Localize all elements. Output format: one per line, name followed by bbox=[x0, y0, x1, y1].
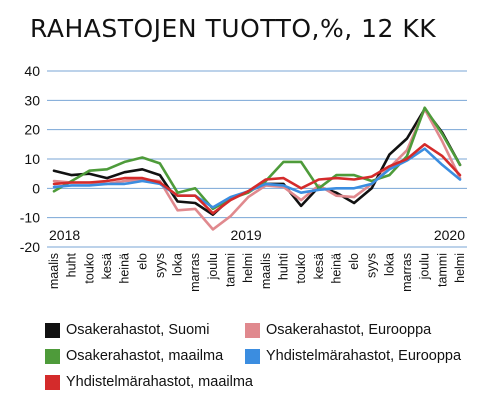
y-axis-tick-labels: 40 30 20 10 0 -10 -20 bbox=[20, 63, 40, 255]
x-tick-label: loka bbox=[382, 253, 396, 276]
x-tick-label: joulu bbox=[206, 253, 220, 280]
x-tick-label: kesä bbox=[100, 253, 114, 279]
x-tick-label: elo bbox=[347, 253, 361, 270]
x-axis-tick-labels: maalis huht touko kesä heinä elo syys loka marra… bbox=[47, 252, 467, 291]
chart-title: RAHASTOJEN TUOTTO,%, 12 KK bbox=[30, 14, 437, 43]
series-lines bbox=[52, 106, 462, 231]
series-line bbox=[52, 143, 462, 215]
x-tick-label: loka bbox=[171, 253, 185, 276]
x-tick-label: kesä bbox=[312, 253, 326, 279]
x-tick-label: maalis bbox=[47, 253, 61, 289]
x-tick-label: marras bbox=[188, 253, 202, 292]
x-tick-label: heinä bbox=[118, 253, 132, 284]
x-tick-label: heinä bbox=[329, 253, 343, 284]
y-tick-label: -10 bbox=[20, 210, 40, 226]
x-tick-label: tammi bbox=[224, 253, 238, 287]
x-tick-label: huht bbox=[65, 252, 79, 277]
x-tick-label: elo bbox=[135, 253, 149, 270]
x-tick-label: syys bbox=[153, 253, 167, 278]
x-tick-label: syys bbox=[365, 253, 379, 278]
y-tick-label: 20 bbox=[24, 122, 40, 138]
y-tick-label: 0 bbox=[32, 180, 40, 196]
series-line bbox=[52, 147, 462, 209]
year-label: 2019 bbox=[231, 227, 262, 243]
x-tick-label: maalis bbox=[259, 253, 273, 289]
x-tick-label: touko bbox=[294, 253, 308, 284]
x-tick-label: helmi bbox=[241, 253, 255, 283]
series-line bbox=[52, 107, 462, 231]
x-tick-label: tammi bbox=[435, 253, 449, 287]
x-tick-label: helmi bbox=[453, 253, 467, 283]
grid-lines bbox=[47, 70, 467, 248]
y-tick-label: -20 bbox=[20, 239, 40, 255]
year-label: 2020 bbox=[434, 227, 465, 243]
y-tick-label: 30 bbox=[24, 92, 40, 108]
x-tick-label: huhti bbox=[276, 253, 290, 280]
x-tick-label: joulu bbox=[418, 253, 432, 280]
y-tick-label: 40 bbox=[24, 63, 40, 79]
year-labels: 2018 2019 2020 bbox=[49, 227, 465, 243]
x-tick-label: marras bbox=[400, 253, 414, 292]
x-tick-label: touko bbox=[82, 253, 96, 284]
y-tick-label: 10 bbox=[24, 151, 40, 167]
year-label: 2018 bbox=[49, 227, 80, 243]
